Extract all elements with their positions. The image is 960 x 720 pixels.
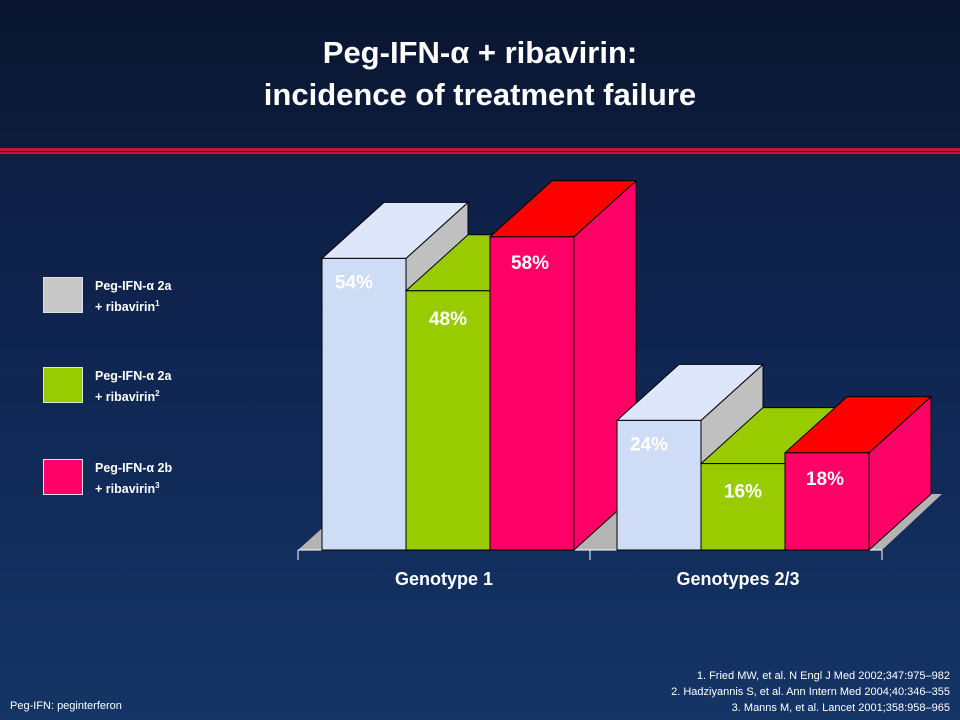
legend-swatch-1 — [43, 277, 83, 313]
title-line-2: incidence of treatment failure — [263, 77, 697, 112]
references: 1. Fried MW, et al. N Engl J Med 2002;34… — [671, 668, 950, 716]
bar-g1-s2-value-label: 48% — [429, 309, 467, 330]
x-category-label-1: Genotype 1 — [395, 569, 493, 589]
legend-label-2-ref: 2 — [155, 389, 160, 398]
legend-item-2: Peg-IFN-α 2a + ribavirin2 — [43, 367, 243, 407]
abbreviation-footnote: Peg-IFN: peginterferon — [10, 700, 122, 712]
legend-label-1-ref: 1 — [155, 299, 160, 308]
reference-2: 2. Hadziyannis S, et al. Ann Intern Med … — [671, 686, 950, 698]
bar-g1-s3-front — [489, 236, 575, 551]
reference-3: 3. Manns M, et al. Lancet 2001;358:958–9… — [731, 702, 950, 714]
title-divider-top — [0, 148, 960, 151]
legend-label-1: Peg-IFN-α 2a + ribavirin1 — [95, 277, 171, 316]
legend-label-2-line2: + ribavirin — [95, 390, 156, 405]
legend-label-3-ref: 3 — [155, 481, 160, 490]
legend-label-3-line2: + ribavirin — [95, 482, 156, 497]
bar-g2-s2-value-label: 16% — [724, 482, 762, 503]
legend-swatch-3 — [43, 459, 83, 495]
bar-g1-s2-front — [405, 290, 491, 551]
reference-1: 1. Fried MW, et al. N Engl J Med 2002;34… — [696, 670, 950, 682]
bar-g2-s1-front — [616, 419, 702, 551]
legend-label-2-line1: Peg-IFN-α 2a — [95, 369, 172, 383]
legend-swatch-2 — [43, 367, 83, 403]
legend-label-1-line1: Peg-IFN-α 2a — [95, 279, 172, 293]
bar-g1-s1-value-label: 54% — [335, 272, 373, 293]
bar-g2-s3-value-label: 18% — [806, 469, 844, 490]
legend-label-2: Peg-IFN-α 2a + ribavirin2 — [95, 367, 171, 406]
x-category-label-2: Genotypes 2/3 — [676, 569, 799, 589]
bar-g2-s3-front — [784, 452, 870, 551]
title-divider-bottom — [0, 152, 960, 154]
bar-g2-s1-value-label: 24% — [630, 434, 668, 455]
bar-g2-s2-front — [700, 463, 786, 551]
legend-label-1-line2: + ribavirin — [95, 300, 156, 315]
title-band — [0, 0, 960, 148]
legend-label-3-line1: Peg-IFN-α 2b — [95, 461, 173, 475]
slide-title: Peg-IFN-α + ribavirin: incidence of trea… — [0, 32, 960, 116]
legend-item-3: Peg-IFN-α 2b + ribavirin3 — [43, 459, 243, 499]
legend-item-1: Peg-IFN-α 2a + ribavirin1 — [43, 277, 243, 317]
legend-label-3: Peg-IFN-α 2b + ribavirin3 — [95, 459, 172, 498]
bar-g1-s1-front — [321, 257, 407, 551]
bar-g1-s3-value-label: 58% — [511, 253, 549, 274]
title-line-1: Peg-IFN-α + ribavirin: — [322, 35, 638, 70]
